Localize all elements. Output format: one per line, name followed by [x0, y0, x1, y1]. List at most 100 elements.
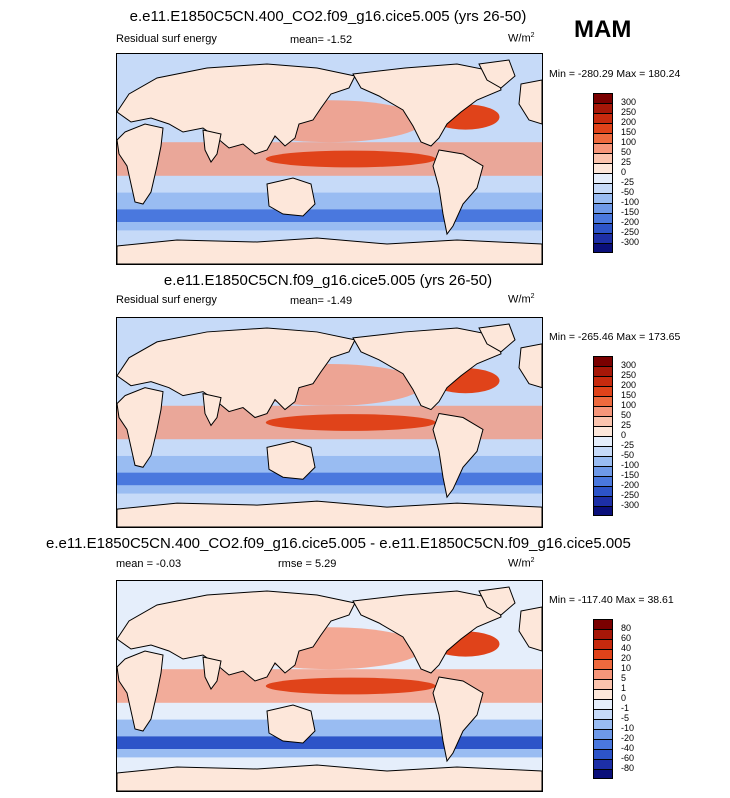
colorbar-swatch	[593, 476, 613, 486]
colorbar-label: 1	[621, 683, 627, 693]
europe-west-land	[518, 343, 542, 389]
colorbar-label: -300	[621, 237, 640, 247]
europe-west-land	[518, 79, 542, 125]
colorbar-label: -25	[621, 177, 635, 187]
colorbar-label: 80	[621, 623, 632, 633]
antarctica-land	[117, 764, 542, 791]
panel-3-colorbar: 80 60 40 20 10 5 1 0 -1 -5 -10 -20 -40 -60 -80	[593, 619, 634, 779]
eurasia-land	[117, 327, 356, 419]
colorbar-label: -150	[621, 207, 640, 217]
panel-1-title: e.e11.E1850C5CN.400_CO2.f09_g16.cice5.00…	[129, 8, 527, 25]
colorbar-swatch	[593, 143, 613, 153]
colorbar-swatch	[593, 739, 613, 749]
equatorial-pacific-hotspot	[265, 677, 436, 695]
colorbar-swatch	[593, 486, 613, 496]
colorbar-swatch	[593, 396, 613, 406]
colorbar-swatch	[593, 709, 613, 719]
colorbar-label: -100	[621, 197, 640, 207]
greenland-land	[478, 59, 516, 89]
panel-3-rmse: rmse = 5.29	[278, 558, 337, 570]
colorbar-label: 50	[621, 147, 632, 157]
season-label: MAM	[574, 16, 632, 43]
colorbar-swatch	[593, 506, 613, 516]
colorbar-label: -50	[621, 450, 635, 460]
south-america-land	[432, 412, 484, 499]
colorbar-label: -250	[621, 490, 640, 500]
colorbar-label: 10	[621, 663, 632, 673]
colorbar-label: -25	[621, 440, 635, 450]
colorbar-swatch	[593, 416, 613, 426]
colorbar-label: 200	[621, 380, 637, 390]
colorbar-label: -40	[621, 743, 635, 753]
colorbar-swatch	[593, 153, 613, 163]
australia-land	[266, 440, 316, 480]
colorbar-swatch	[593, 669, 613, 679]
panel-2-mean: mean= -1.49	[290, 295, 353, 307]
colorbar-label: 0	[621, 167, 627, 177]
australia-land	[266, 704, 316, 744]
colorbar-label: 300	[621, 97, 637, 107]
colorbar-swatch	[593, 193, 613, 203]
africa-land	[117, 650, 164, 732]
panel-2-variable: Residual surf energy	[116, 294, 217, 306]
australia-land	[266, 177, 316, 217]
panel-1-colorbar: 300 250 200 150 100 50 25 0 -25 -50 -100 -150 -200 -2…	[593, 93, 639, 253]
colorbar-label: 25	[621, 420, 632, 430]
colorbar-swatch	[593, 386, 613, 396]
panel-1-minmax: Min = -280.29 Max = 180.24	[549, 68, 681, 80]
panel-2-map	[116, 317, 543, 528]
colorbar-swatch	[593, 133, 613, 143]
colorbar-label: -80	[621, 763, 635, 773]
colorbar-label: -1	[621, 703, 630, 713]
equatorial-pacific-hotspot	[265, 150, 436, 168]
panel-2-minmax: Min = -265.46 Max = 173.65	[549, 331, 681, 343]
colorbar-swatch	[593, 223, 613, 233]
panel-3-map	[116, 580, 543, 792]
colorbar-swatch	[593, 183, 613, 193]
india-land	[202, 393, 222, 427]
panel-2-map-svg	[117, 318, 542, 527]
colorbar-swatch	[593, 406, 613, 416]
colorbar-swatch	[593, 213, 613, 223]
colorbar-label: -250	[621, 227, 640, 237]
colorbar-label: 100	[621, 137, 637, 147]
colorbar-swatch	[593, 629, 613, 639]
colorbar-label: -150	[621, 470, 640, 480]
eurasia-land	[117, 63, 356, 155]
panel-1-units: W/m2	[508, 32, 535, 45]
colorbar-swatch	[593, 436, 613, 446]
colorbar-swatch	[593, 679, 613, 689]
southern-ocean-cold-band	[117, 209, 542, 222]
colorbar-label: 150	[621, 390, 637, 400]
north-america-land	[352, 63, 502, 147]
eurasia-land	[117, 590, 356, 682]
antarctica-land	[117, 237, 542, 264]
colorbar-swatch	[593, 103, 613, 113]
colorbar-swatch	[593, 113, 613, 123]
colorbar-label: 250	[621, 370, 637, 380]
colorbar-label: 0	[621, 693, 627, 703]
colorbar-label: 25	[621, 157, 632, 167]
colorbar-swatch	[593, 496, 613, 506]
colorbar-label: 20	[621, 653, 632, 663]
panel-3-map-svg	[117, 581, 542, 791]
colorbar-label: 50	[621, 410, 632, 420]
colorbar-swatch	[593, 93, 613, 103]
equatorial-pacific-hotspot	[265, 414, 436, 431]
colorbar-swatch	[593, 769, 613, 779]
colorbar-swatch	[593, 759, 613, 769]
greenland-land	[478, 586, 516, 616]
panel-2-colorbar: 300 250 200 150 100 50 25 0 -25 -50 -100 -150 -200 -2…	[593, 356, 639, 516]
colorbar-swatch	[593, 426, 613, 436]
colorbar-swatch	[593, 466, 613, 476]
colorbar-swatch	[593, 699, 613, 709]
colorbar-swatch	[593, 719, 613, 729]
panel-1-map	[116, 53, 543, 265]
colorbar-label: 40	[621, 643, 632, 653]
india-land	[202, 129, 222, 163]
colorbar-swatch	[593, 233, 613, 243]
panel-1-mean: mean= -1.52	[290, 34, 353, 46]
colorbar-swatch	[593, 243, 613, 253]
colorbar-label: 150	[621, 127, 637, 137]
colorbar-swatch	[593, 659, 613, 669]
